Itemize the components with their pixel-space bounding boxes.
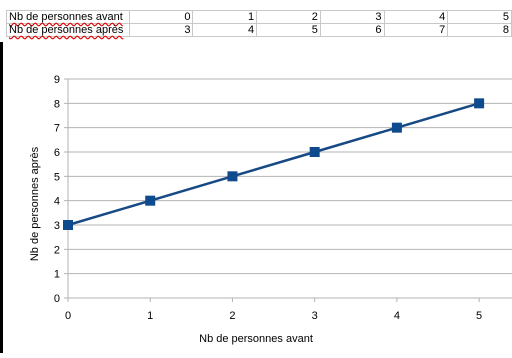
data-point-marker bbox=[227, 171, 238, 182]
table-cell[interactable]: 4 bbox=[383, 10, 449, 24]
data-point-marker bbox=[391, 122, 402, 133]
y-tick-label: 3 bbox=[54, 220, 60, 232]
y-tick-label: 9 bbox=[54, 74, 60, 86]
series-line bbox=[67, 102, 480, 227]
table-cell[interactable]: 5 bbox=[447, 10, 512, 24]
y-tick-label: 4 bbox=[54, 196, 60, 208]
x-tick-label: 1 bbox=[147, 310, 153, 322]
table-cell[interactable]: 8 bbox=[447, 23, 512, 37]
y-tick-label: 1 bbox=[54, 269, 60, 281]
row-header-label: Nb de personnes avant bbox=[9, 11, 123, 23]
y-tick-labels: 0 1 2 3 4 5 6 7 8 9 bbox=[54, 74, 60, 305]
table-row: Nb de personnes avant 0 1 2 3 4 5 bbox=[6, 10, 512, 24]
spreadsheet-area: Nb de personnes avant 0 1 2 3 4 5 Nb de … bbox=[0, 0, 512, 42]
table-cell[interactable]: 1 bbox=[192, 10, 258, 24]
data-point-marker bbox=[63, 220, 73, 230]
table-cell[interactable]: 4 bbox=[192, 23, 258, 37]
series-group bbox=[63, 98, 485, 230]
data-point-marker bbox=[474, 98, 485, 109]
data-point-marker bbox=[145, 195, 156, 206]
y-tick-label: 8 bbox=[54, 98, 60, 110]
axes bbox=[64, 78, 480, 302]
y-tick-label: 7 bbox=[54, 123, 60, 135]
table-cell[interactable]: 6 bbox=[319, 23, 385, 37]
x-tick-label: 4 bbox=[394, 310, 400, 322]
data-point-marker bbox=[309, 147, 320, 157]
y-tick-label: 5 bbox=[54, 171, 60, 183]
y-axis-label: Nb de personnes après bbox=[29, 146, 41, 261]
table-cell[interactable]: 3 bbox=[128, 23, 194, 37]
y-tick-label: 6 bbox=[54, 147, 60, 159]
data-table: Nb de personnes avant 0 1 2 3 4 5 Nb de … bbox=[6, 10, 512, 37]
x-tick-label: 3 bbox=[312, 310, 318, 322]
table-row: Nb de personnes après 3 4 5 6 7 8 bbox=[6, 23, 512, 37]
table-cell[interactable]: 0 bbox=[128, 10, 194, 24]
x-tick-label: 5 bbox=[476, 310, 482, 322]
row-header-label: Nb de personnes après bbox=[9, 24, 124, 36]
table-cell[interactable]: 2 bbox=[256, 10, 321, 24]
table-cell[interactable]: 3 bbox=[319, 10, 385, 24]
x-tick-label: 0 bbox=[65, 310, 71, 322]
y-tick-label: 2 bbox=[54, 244, 60, 256]
x-tick-label: 2 bbox=[229, 310, 235, 322]
window-left-edge bbox=[0, 0, 3, 353]
grid-lines bbox=[68, 78, 512, 299]
row-header-cell[interactable]: Nb de personnes après bbox=[6, 23, 130, 37]
table-cell[interactable]: 5 bbox=[256, 23, 321, 37]
x-tick-labels: 0 1 2 3 4 5 bbox=[65, 310, 482, 322]
y-tick-label: 0 bbox=[54, 293, 60, 305]
row-header-cell[interactable]: Nb de personnes avant bbox=[6, 10, 130, 24]
table-cell[interactable]: 7 bbox=[383, 23, 449, 37]
x-axis-label: Nb de personnes avant bbox=[199, 333, 313, 345]
